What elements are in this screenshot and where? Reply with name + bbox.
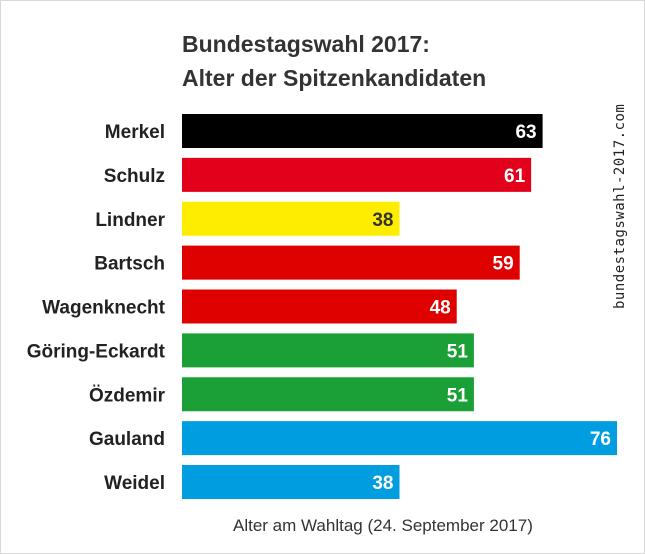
category-label: Özdemir	[89, 385, 166, 406]
bar-value-label: 51	[447, 341, 469, 362]
bar-weidel	[182, 465, 400, 499]
bar-value-label: 48	[430, 298, 451, 319]
x-axis-label: Alter am Wahltag (24. September 2017)	[233, 516, 533, 535]
bar-bartsch	[182, 245, 520, 280]
chart-title: Bundestagswahl 2017:	[182, 31, 430, 57]
chart-title-block: Bundestagswahl 2017: Alter der Spitzenka…	[182, 27, 486, 95]
bar-g-ring-eckardt	[182, 333, 474, 368]
category-label: Weidel	[104, 473, 165, 494]
category-label: Merkel	[105, 122, 165, 143]
category-label: Göring-Eckardt	[27, 341, 166, 362]
source-watermark: bundestagswahl-2017.com	[612, 103, 628, 309]
bar--zdemir	[182, 377, 474, 412]
category-label: Schulz	[104, 166, 165, 187]
bar-gauland	[182, 421, 617, 456]
category-label: Wagenknecht	[42, 298, 165, 319]
bar-lindner	[182, 201, 400, 236]
bar-schulz	[182, 157, 532, 192]
bar-value-label: 59	[493, 254, 514, 275]
bar-value-label: 51	[447, 385, 469, 406]
bar-value-label: 38	[372, 210, 393, 231]
bar-value-label: 61	[504, 166, 526, 187]
category-label: Bartsch	[94, 254, 165, 275]
bar-value-label: 63	[515, 122, 536, 143]
category-label: Lindner	[95, 210, 165, 231]
category-label: Gauland	[89, 429, 165, 450]
bar-wagenknecht	[182, 289, 457, 324]
bar-merkel	[182, 114, 543, 148]
bar-value-label: 38	[372, 473, 393, 494]
chart-subtitle: Alter der Spitzenkandidaten	[182, 65, 487, 91]
bar-value-label: 76	[590, 429, 611, 450]
